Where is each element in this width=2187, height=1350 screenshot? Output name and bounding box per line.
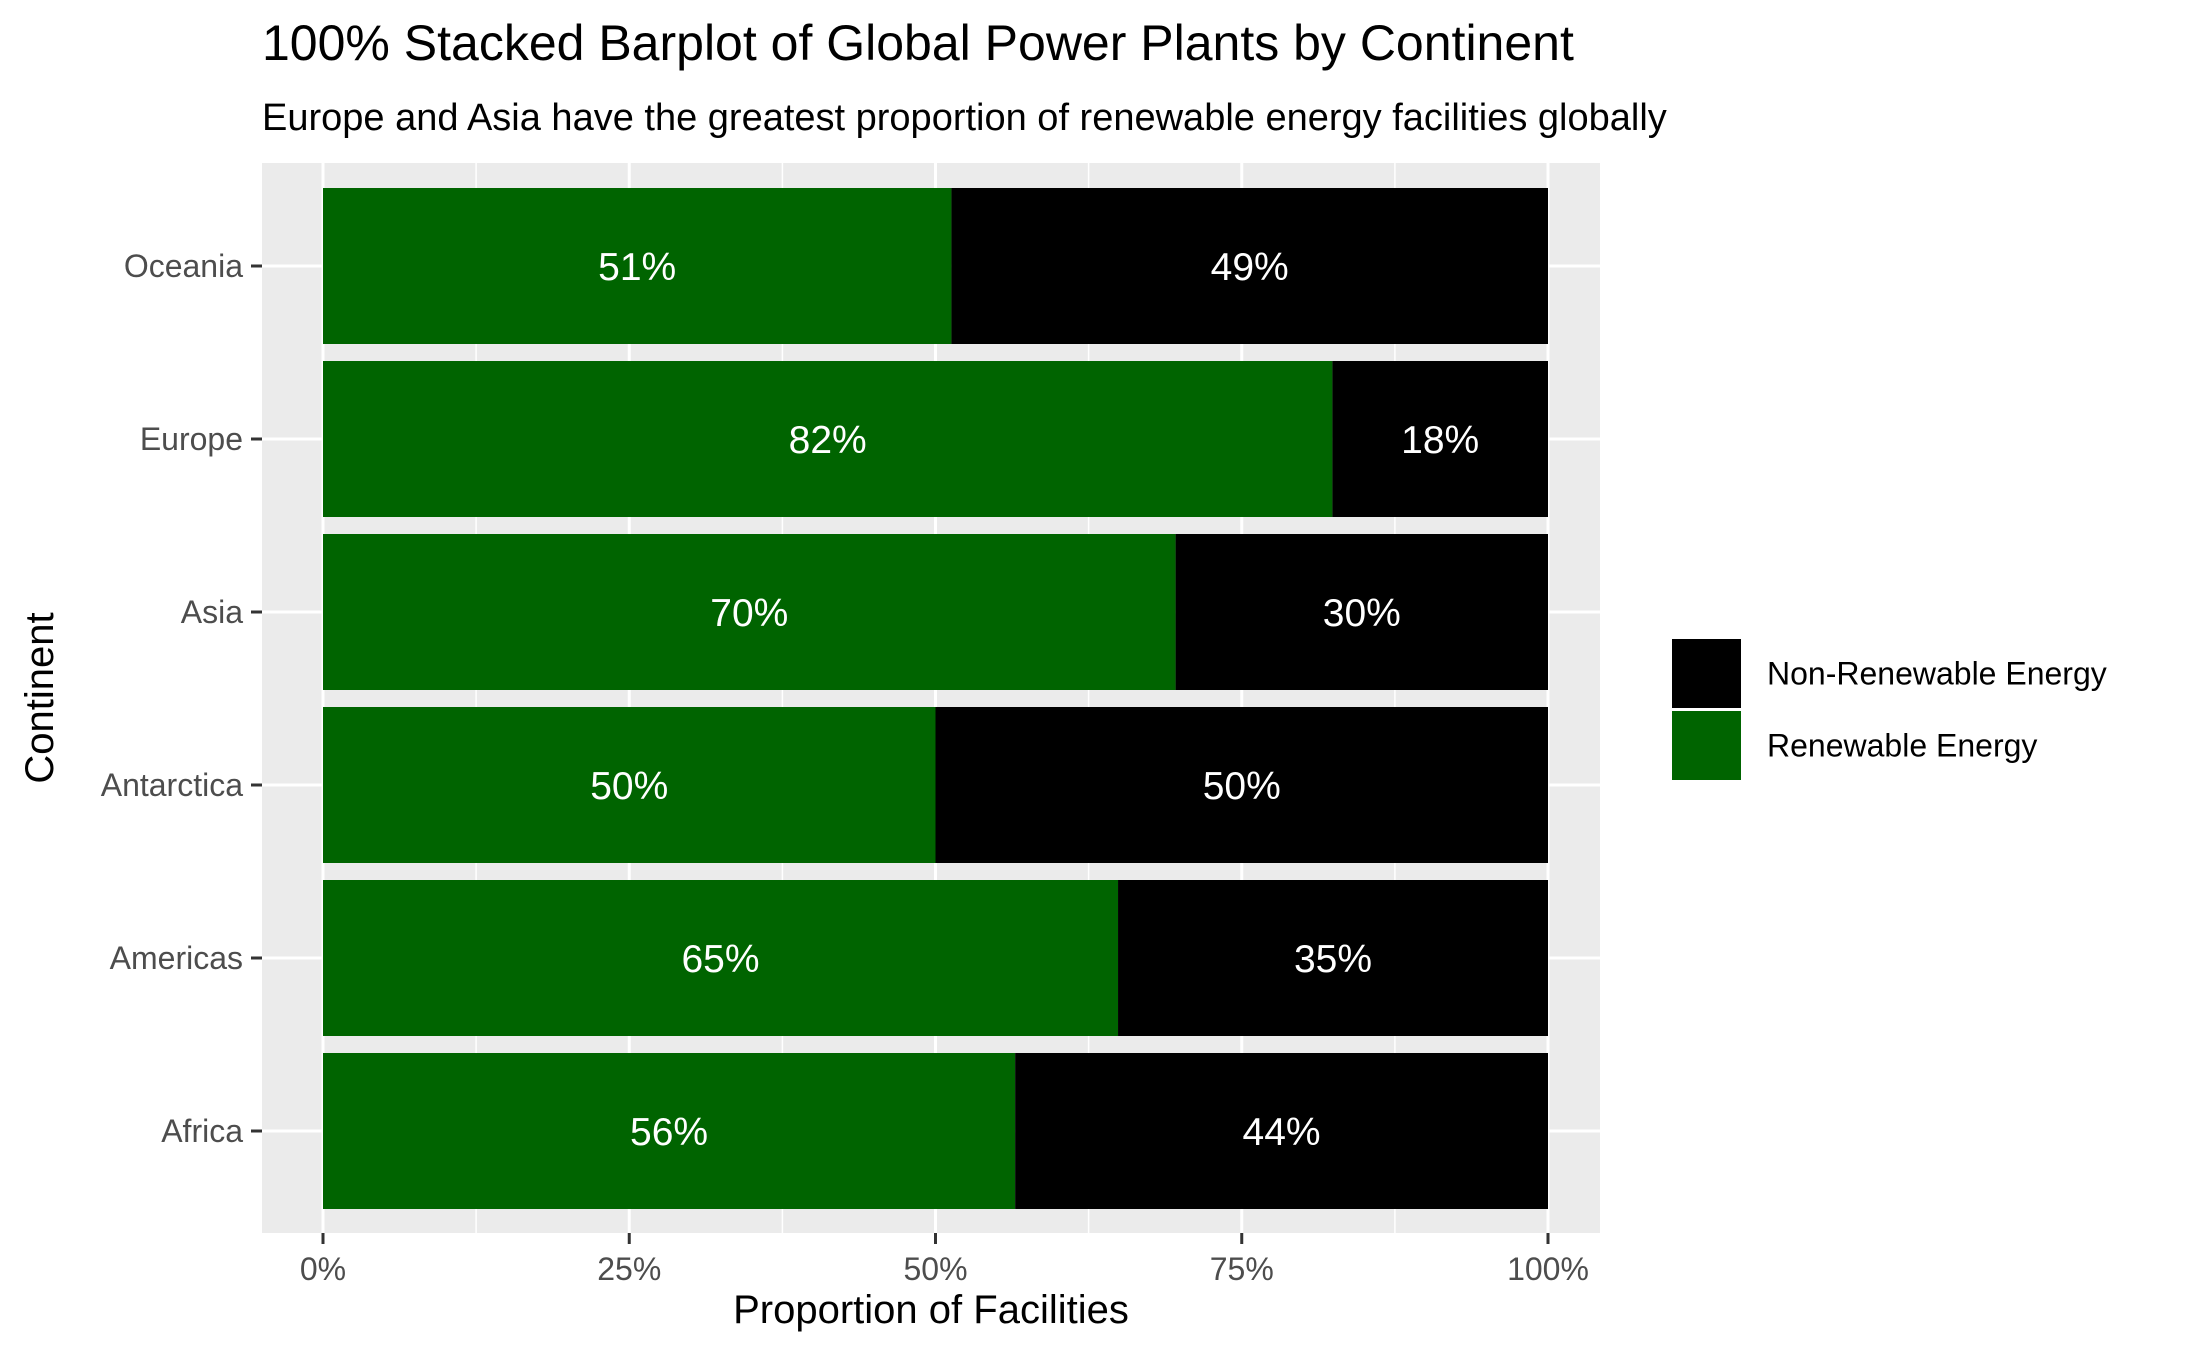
x-axis-title: Proportion of Facilities [733,1288,1129,1332]
bar-non-renewable-energy-asia [1175,534,1548,690]
x-tick-label: 50% [903,1251,967,1287]
data-label: 65% [681,938,759,981]
bar-renewable-energy-asia [323,534,1176,690]
data-label: 30% [1323,592,1401,635]
bar-non-renewable-energy-antarctica [935,707,1548,863]
x-tick-label: 25% [597,1251,661,1287]
chart-title: 100% Stacked Barplot of Global Power Pla… [262,15,1574,71]
legend-label: Non-Renewable Energy [1767,656,2107,692]
data-label: 35% [1294,938,1372,981]
bar-non-renewable-energy-africa [1015,1053,1548,1209]
y-axis: Africa Americas Antarctica Asia Europe Oceani… [101,248,262,1149]
data-label: 70% [710,592,788,635]
x-axis: 0% 25% 50% 75% 100% [300,1233,1589,1287]
data-label: 82% [789,419,867,462]
bar-renewable-energy-antarctica [323,707,936,863]
y-tick-label: Europe [140,421,243,457]
legend-label: Renewable Energy [1767,728,2037,764]
data-label: 50% [1203,765,1281,808]
data-label: 49% [1211,246,1289,289]
chart-subtitle: Europe and Asia have the greatest propor… [262,97,1667,139]
data-label: 56% [630,1111,708,1154]
bar-non-renewable-energy-europe [1332,361,1548,517]
legend-key [1672,639,1741,708]
legend-key [1672,711,1741,780]
data-labels: 56% 44% 65% 35% 50% 50% 70% 30% 82% 18% 51% 49% [590,246,1479,1154]
y-axis-title: Continent [18,612,62,783]
x-tick-label: 75% [1210,1251,1274,1287]
y-tick-label: Africa [161,1113,243,1149]
bars [323,188,1548,1209]
y-tick-label: Antarctica [101,767,243,803]
bar-renewable-energy-americas [323,880,1119,1036]
data-label: 51% [598,246,676,289]
y-tick-label: Americas [110,940,243,976]
data-label: 44% [1243,1111,1321,1154]
x-tick-label: 100% [1507,1251,1589,1287]
bar-non-renewable-energy-americas [1118,880,1548,1036]
y-tick-label: Oceania [124,248,243,284]
x-tick-label: 0% [300,1251,346,1287]
bar-renewable-energy-europe [323,361,1333,517]
bar-non-renewable-energy-oceania [951,188,1548,344]
y-tick-label: Asia [181,594,243,630]
legend: Non-Renewable Energy Renewable Energy [1672,639,2107,780]
data-label: 50% [590,765,668,808]
bar-renewable-energy-oceania [323,188,952,344]
data-label: 18% [1401,419,1479,462]
bar-renewable-energy-africa [323,1053,1016,1209]
